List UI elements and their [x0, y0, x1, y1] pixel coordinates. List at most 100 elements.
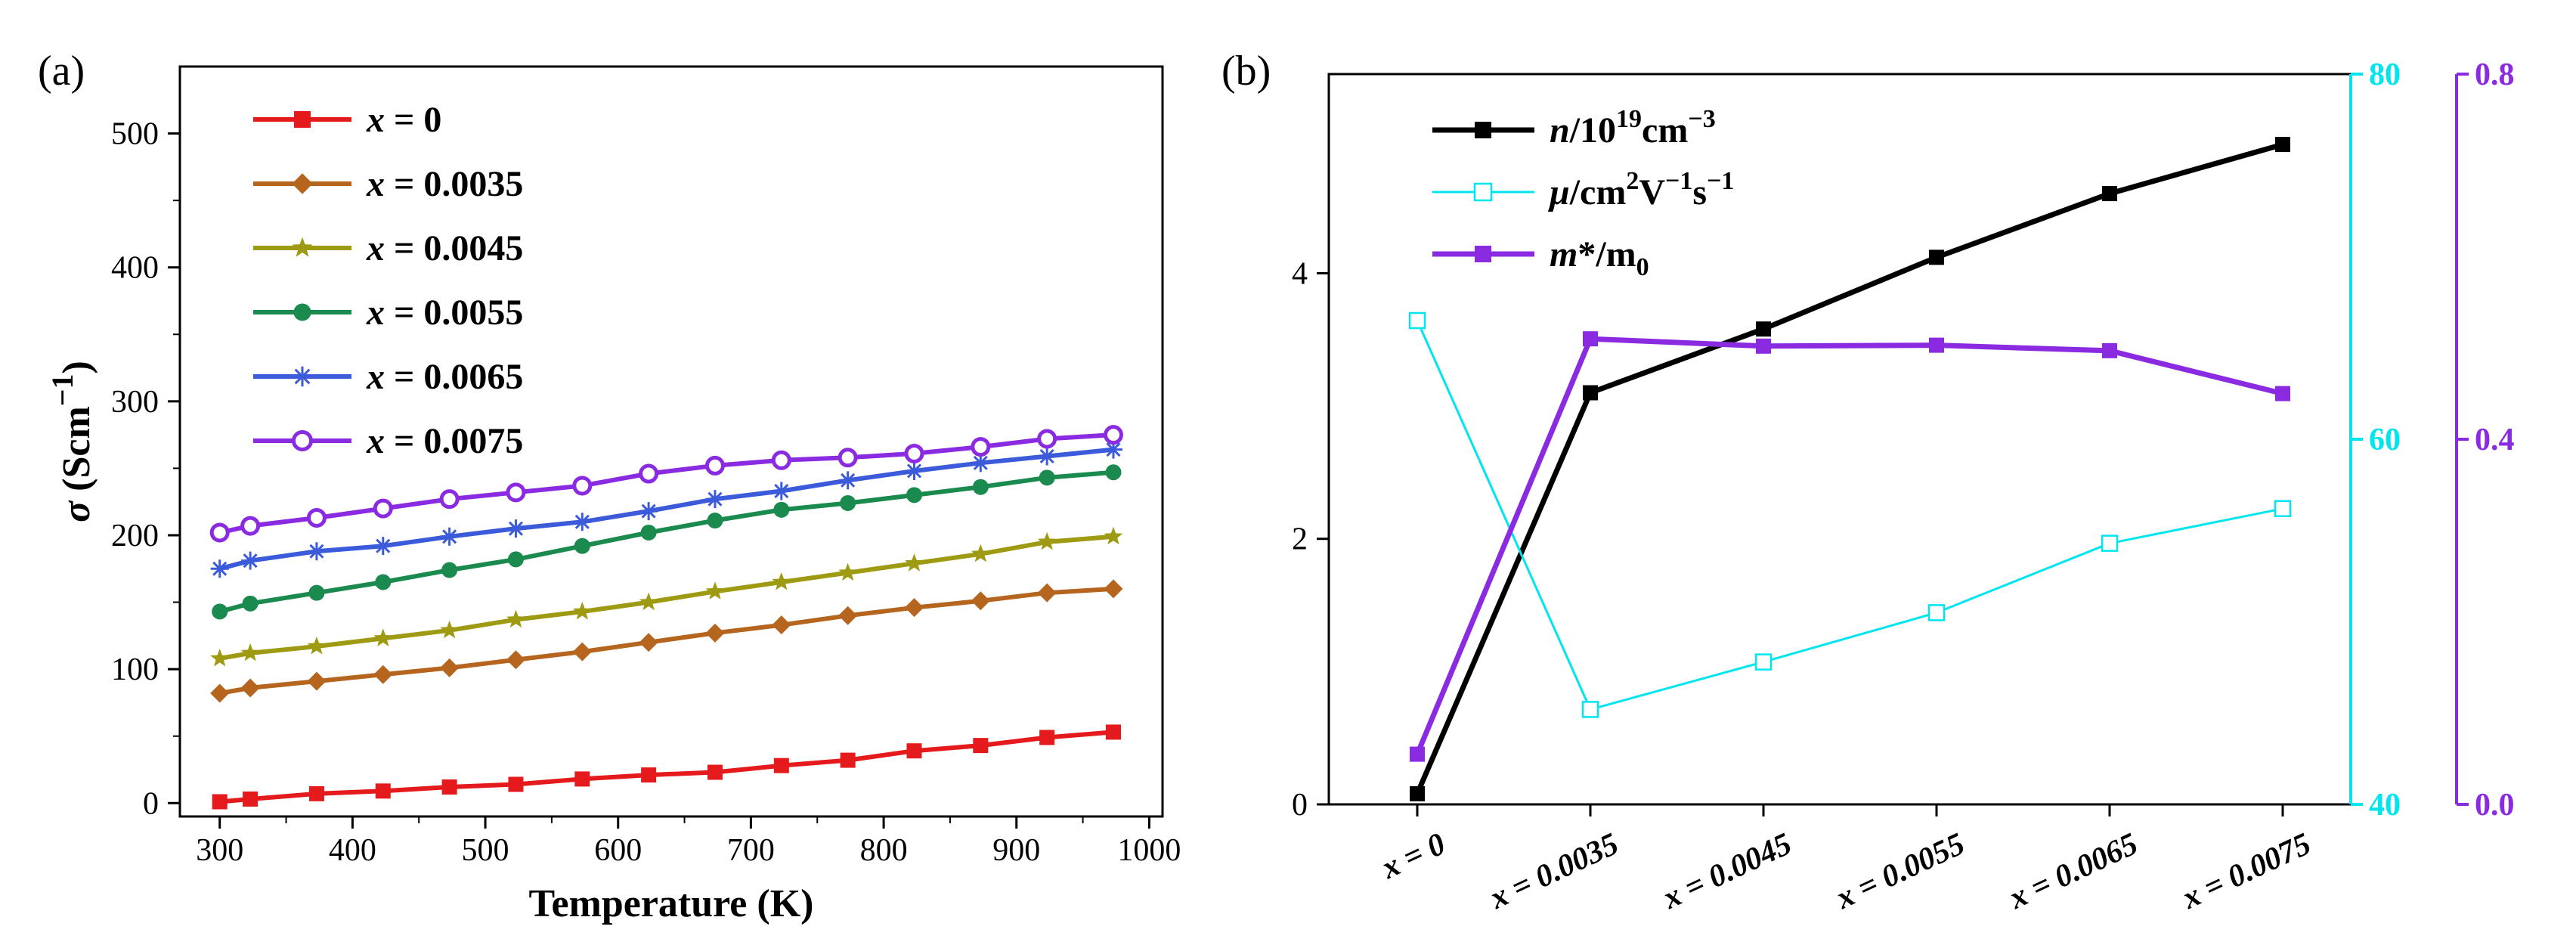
data-point	[639, 592, 658, 611]
data-point	[972, 479, 989, 495]
legend-label: x = 0	[366, 100, 441, 140]
data-point	[838, 606, 858, 625]
legend-label: x = 0.0055	[366, 293, 523, 333]
data-point	[441, 779, 457, 795]
x-tick-label: 500	[462, 833, 509, 868]
data-point	[904, 598, 924, 618]
data-point	[373, 537, 392, 556]
left-y-tick-label: 4	[1292, 256, 1308, 291]
data-point	[704, 455, 725, 476]
data-point	[838, 471, 857, 490]
legend-label: x = 0.0035	[366, 164, 523, 204]
data-point	[373, 498, 393, 519]
data-point	[705, 490, 724, 509]
data-point	[1929, 337, 1944, 353]
data-point	[1754, 653, 1773, 671]
x-tick-label: 300	[196, 833, 243, 868]
data-point	[1104, 425, 1123, 445]
data-point	[1039, 730, 1055, 745]
left-y-tick-label: 0	[1292, 788, 1308, 823]
data-point	[212, 603, 228, 620]
panel-b-y-ticks: 0 2 4 40 60 80 0.0 0.4 0.8	[1292, 57, 2515, 823]
panel-a-y-ticks: 0 100 200 300 400 500	[111, 117, 180, 821]
data-point	[1410, 746, 1425, 762]
x-tick-label: 1000	[1117, 833, 1181, 868]
data-point	[2102, 342, 2117, 358]
x-category-label: x = 0.0035	[1484, 826, 1624, 916]
data-point	[2102, 186, 2117, 202]
data-point	[1104, 526, 1123, 545]
data-point	[572, 476, 593, 496]
data-point	[243, 791, 259, 807]
data-point	[240, 643, 260, 662]
data-point	[641, 767, 657, 783]
series-line	[1416, 320, 2283, 711]
data-point	[506, 519, 525, 538]
data-point	[773, 501, 790, 518]
data-point	[906, 743, 922, 759]
y-tick-label: 100	[111, 652, 159, 687]
data-point	[906, 487, 922, 503]
y-tick-label: 300	[111, 385, 159, 420]
data-point	[639, 633, 658, 652]
data-point	[2274, 500, 2292, 518]
data-point	[375, 574, 392, 590]
x-tick-label: 800	[860, 833, 908, 868]
data-point	[574, 771, 590, 787]
x-category-label: x = 0.0065	[2003, 826, 2143, 916]
data-point	[1039, 469, 1055, 486]
data-point	[375, 783, 391, 799]
data-point	[1410, 785, 1425, 801]
data-point	[440, 658, 460, 677]
x-tick-label: 700	[727, 833, 775, 868]
data-point	[1927, 604, 1946, 621]
right-axis-1-tick-label: 40	[2369, 788, 2401, 823]
data-point	[1408, 311, 1426, 330]
legend-marker	[1475, 122, 1491, 138]
data-point	[1583, 331, 1598, 347]
panel-a-plot-frame	[178, 65, 1164, 818]
data-point	[705, 623, 725, 643]
legend-label: μ/cm2V−1s−1	[1547, 167, 1734, 212]
x-category-label: x = 0.0045	[1657, 826, 1797, 916]
right-axis-1-tick-label: 80	[2369, 57, 2401, 92]
legend-marker	[292, 173, 313, 194]
data-point	[307, 671, 327, 691]
data-point	[373, 628, 393, 646]
data-point	[639, 502, 658, 521]
data-point	[1037, 531, 1057, 550]
panel-a-x-axis-label: Temperature (K)	[529, 882, 814, 925]
data-point	[242, 595, 259, 612]
data-point	[772, 615, 791, 635]
data-point	[241, 551, 260, 570]
right-axis-2-tick-label: 0.0	[2475, 788, 2515, 823]
panel-b-series	[1408, 137, 2292, 801]
legend-marker	[292, 366, 313, 387]
data-point	[971, 437, 991, 457]
legend-marker	[1475, 246, 1491, 262]
x-category-label: x = 0	[1376, 826, 1451, 886]
data-point	[373, 665, 393, 684]
panel-a-legend: x = 0 x = 0.0035 x = 0.0045 x = 0.0055 x = 0…	[253, 100, 523, 461]
data-point	[210, 649, 230, 667]
data-point	[1105, 464, 1122, 481]
data-point	[971, 454, 990, 472]
data-point	[440, 527, 459, 546]
data-point	[573, 513, 592, 531]
panel-a: (a) 300 400 500 600 700 800 900 1000 0 100 200 300…	[38, 48, 1181, 925]
panel-a-series	[209, 425, 1123, 810]
legend-marker	[292, 237, 313, 257]
x-category-label: x = 0.0075	[2176, 826, 2316, 916]
data-point	[840, 752, 856, 768]
right-axis-2-tick-label: 0.8	[2475, 57, 2515, 92]
legend-label: x = 0.0075	[366, 421, 523, 461]
data-point	[1581, 701, 1599, 718]
data-point	[707, 764, 723, 780]
legend-marker	[1473, 182, 1493, 202]
data-point	[441, 562, 458, 578]
data-point	[1104, 440, 1122, 459]
legend-label: m*/m0	[1550, 234, 1649, 281]
data-point	[2101, 534, 2119, 552]
